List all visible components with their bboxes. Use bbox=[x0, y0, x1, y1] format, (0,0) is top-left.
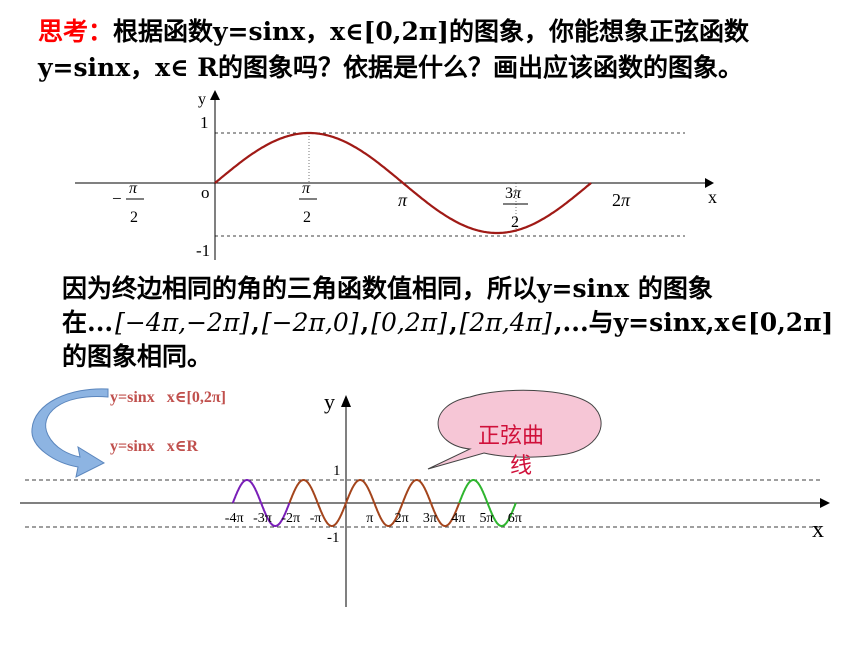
interval-4: [2π,4π] bbox=[459, 308, 552, 337]
x-tick-label: 3π bbox=[423, 511, 437, 526]
svg-text:2: 2 bbox=[303, 209, 311, 226]
interval-2: [−2π,0] bbox=[261, 308, 359, 337]
sine-series-1 bbox=[288, 479, 461, 527]
x-tick-label: 5π bbox=[480, 511, 494, 526]
x-tick-label: π bbox=[366, 511, 373, 526]
x-tick-label: -π bbox=[310, 511, 322, 526]
interval-1: [−4π,−2π] bbox=[115, 308, 250, 337]
explanation-prefix: 在... bbox=[62, 308, 114, 337]
explanation-line-2: 在...[−4π,−2π],[−2π,0],[0,2π],[2π,4π],...… bbox=[62, 306, 842, 340]
x-axis-label: x bbox=[708, 187, 717, 207]
sine-series-2 bbox=[458, 479, 517, 527]
x-tick-neg-pi-half: − π 2 bbox=[112, 180, 144, 226]
y-axis-arrow bbox=[210, 90, 220, 100]
svg-text:3π: 3π bbox=[505, 185, 522, 202]
sine-chart-period: y x o 1 -1 − π 2 π 2 π 3π 2 2π bbox=[75, 90, 717, 260]
x-tick-3pi-half: 3π 2 bbox=[503, 185, 528, 231]
callout-bubble bbox=[427, 389, 602, 470]
question-line-2: y=sinx，x∈ R的图象吗？依据是什么？画出应该函数的图象。 bbox=[38, 53, 744, 82]
svg-text:−: − bbox=[112, 189, 122, 208]
svg-text:π: π bbox=[129, 180, 138, 197]
explanation-line-1: 因为终边相同的角的三角函数值相同，所以y=sinx 的图象 bbox=[62, 274, 713, 303]
explanation-suffix: ...与y=sinx,x∈[0,2π] bbox=[562, 308, 834, 337]
question-label: 思考： bbox=[38, 17, 114, 46]
x-tick-label: -3π bbox=[253, 511, 272, 526]
explanation-line-3: 的图象相同。 bbox=[62, 342, 213, 371]
legend-period: y=sinx x∈[0,2π] bbox=[110, 389, 226, 406]
y-tick-neg1: -1 bbox=[327, 530, 340, 546]
y-tick-neg1: -1 bbox=[196, 241, 210, 260]
sine-series-0 bbox=[231, 479, 291, 527]
y-axis-label: y bbox=[324, 389, 335, 414]
origin-label: o bbox=[201, 183, 210, 202]
question-line-1: 思考：根据函数y=sinx，x∈[0,2π]的图象，你能想象正弦函数 bbox=[38, 14, 838, 50]
sine-curve bbox=[214, 131, 592, 235]
interval-3: [0,2π] bbox=[371, 308, 447, 337]
x-tick-label: 6π bbox=[508, 511, 522, 526]
x-axis-arrow bbox=[705, 178, 714, 188]
sine-curves bbox=[231, 479, 517, 527]
y-tick-1: 1 bbox=[200, 113, 209, 132]
x-tick-2pi: 2π bbox=[612, 190, 631, 210]
svg-text:2: 2 bbox=[130, 209, 138, 226]
separator-1: , bbox=[251, 308, 260, 337]
x-axis-arrow bbox=[820, 498, 830, 508]
separator-2: , bbox=[360, 308, 370, 337]
explanation-paragraph: 因为终边相同的角的三角函数值相同，所以y=sinx 的图象 在...[−4π,−… bbox=[62, 272, 842, 374]
question-text-1: 根据函数y=sinx，x∈[0,2π]的图象，你能想象正弦函数 bbox=[113, 17, 750, 46]
svg-text:2: 2 bbox=[511, 214, 519, 231]
callout-text: 正弦曲 线 bbox=[478, 423, 550, 478]
svg-text:π: π bbox=[302, 180, 311, 197]
x-axis-label: x bbox=[812, 517, 824, 543]
sine-chart-full: y=sinx x∈[0,2π] y=sinx x∈R 正弦曲 线 -4π -3π -… bbox=[20, 388, 830, 607]
x-tick-pi-half: π 2 bbox=[299, 180, 317, 226]
x-tick-label: 4π bbox=[451, 511, 465, 526]
separator-3: , bbox=[448, 308, 458, 337]
x-tick-label: -2π bbox=[281, 511, 300, 526]
y-tick-1: 1 bbox=[333, 463, 341, 479]
x-tick-pi: π bbox=[398, 190, 408, 210]
y-axis-label: y bbox=[198, 91, 206, 108]
question-block: 思考：根据函数y=sinx，x∈[0,2π]的图象，你能想象正弦函数 y=sin… bbox=[38, 14, 838, 86]
x-tick-label: 2π bbox=[395, 511, 409, 526]
y-axis-arrow bbox=[341, 395, 351, 407]
legend-real: y=sinx x∈R bbox=[110, 438, 199, 455]
x-tick-labels: -4π -3π -2π -π π 2π 3π 4π 5π 6π bbox=[225, 511, 522, 526]
curved-arrow-icon bbox=[31, 388, 109, 478]
x-tick-label: -4π bbox=[225, 511, 244, 526]
separator-4: , bbox=[553, 308, 563, 337]
